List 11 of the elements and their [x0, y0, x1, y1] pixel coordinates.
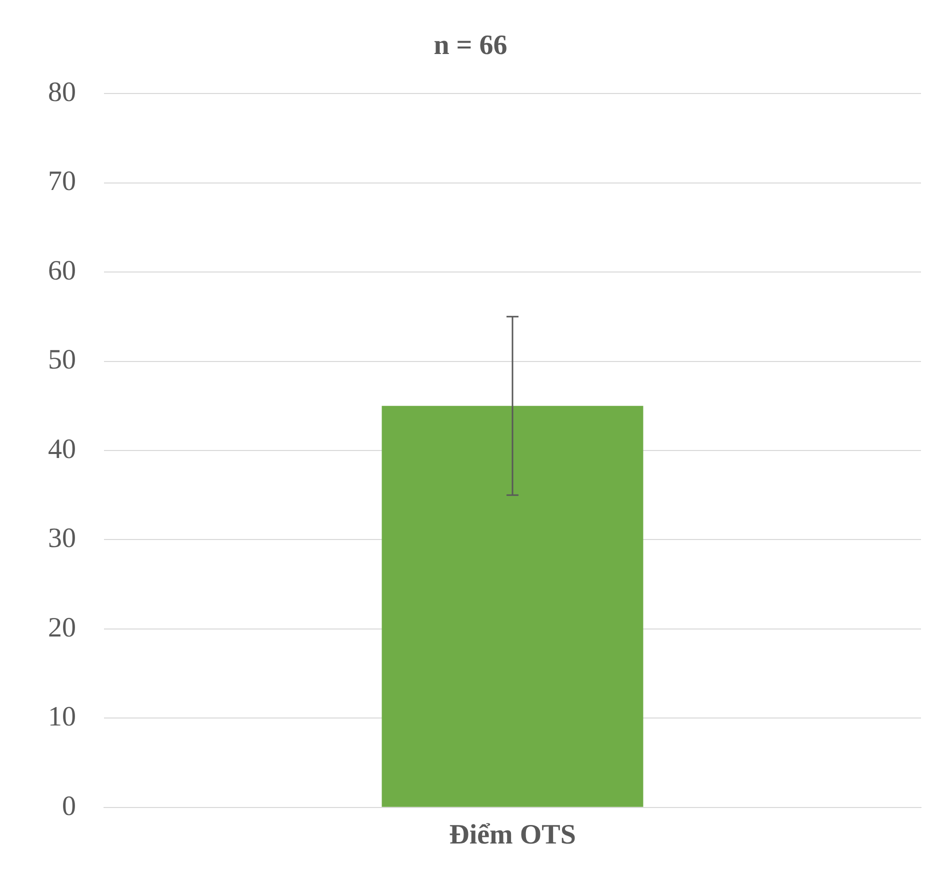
y-tick-label: 30 [48, 523, 76, 554]
chart-title: n = 66 [434, 30, 508, 62]
x-tick-label: Điểm OTS [449, 819, 576, 850]
y-tick-label: 80 [48, 76, 76, 108]
y-tick-label: 20 [48, 612, 76, 644]
y-tick-label: 50 [48, 344, 76, 376]
y-tick-label: 60 [48, 255, 76, 286]
y-tick-label: 0 [62, 790, 76, 822]
y-tick-label: 40 [48, 434, 76, 465]
y-tick-label: 10 [48, 702, 76, 733]
y-tick-label: 70 [48, 166, 76, 198]
